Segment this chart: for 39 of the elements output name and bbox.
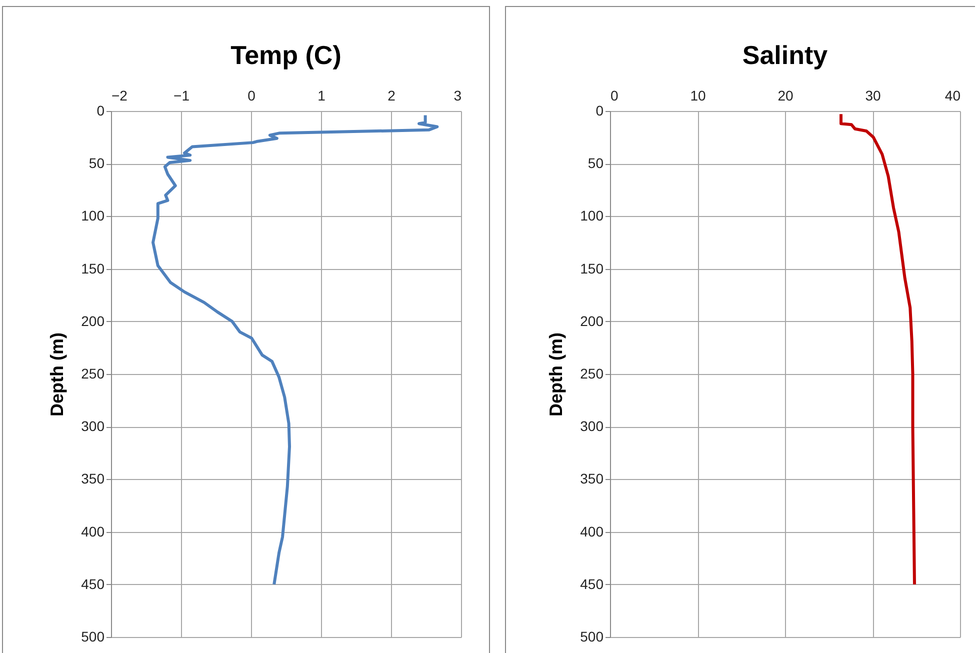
- y-tick-label: 150: [580, 260, 604, 276]
- y-tick-label: 350: [580, 470, 604, 487]
- x-tick-label: 20: [778, 88, 794, 104]
- x-tick-label: 3: [454, 88, 462, 104]
- y-tick-label: 500: [580, 628, 604, 644]
- x-tick-label: −2: [112, 88, 128, 104]
- y-tick-label: 350: [81, 470, 105, 487]
- line-series: [152, 114, 439, 586]
- line-series: [840, 112, 916, 586]
- y-tick-label: 200: [580, 312, 604, 329]
- x-tick-label: 1: [318, 88, 326, 104]
- y-tick-label: 50: [588, 155, 604, 172]
- x-tick-label: 30: [865, 88, 881, 104]
- y-tick-label: 450: [580, 576, 604, 592]
- y-tick-label: 250: [580, 366, 604, 382]
- y-tick-label: 150: [81, 260, 105, 276]
- y-tick-label: 100: [81, 208, 105, 224]
- y-tick-label: 100: [580, 208, 604, 224]
- y-tick-label: 400: [580, 523, 604, 540]
- y-axis-title: Depth (m): [47, 332, 68, 416]
- y-tick-label: 0: [596, 102, 604, 118]
- chart-title: Temp (C): [230, 40, 342, 70]
- y-tick-label: 500: [81, 628, 105, 644]
- y-tick-label: 300: [580, 418, 604, 434]
- y-tick-label: 50: [88, 155, 105, 172]
- y-tick-label: 400: [81, 523, 105, 540]
- y-tick-label: 0: [96, 102, 105, 118]
- x-tick-label: 10: [690, 88, 706, 104]
- y-tick-label: 250: [81, 366, 105, 382]
- x-tick-label: −1: [174, 88, 190, 104]
- x-tick-label: 2: [388, 88, 396, 104]
- y-tick-label: 300: [81, 418, 105, 434]
- chart-title: Salinty: [742, 40, 828, 70]
- y-axis-title: Depth (m): [546, 332, 566, 416]
- y-tick-label: 200: [81, 312, 105, 329]
- x-tick-label: 0: [248, 88, 256, 104]
- x-tick-label: 40: [944, 88, 961, 104]
- y-tick-label: 450: [81, 576, 105, 592]
- x-tick-label: 0: [610, 88, 618, 104]
